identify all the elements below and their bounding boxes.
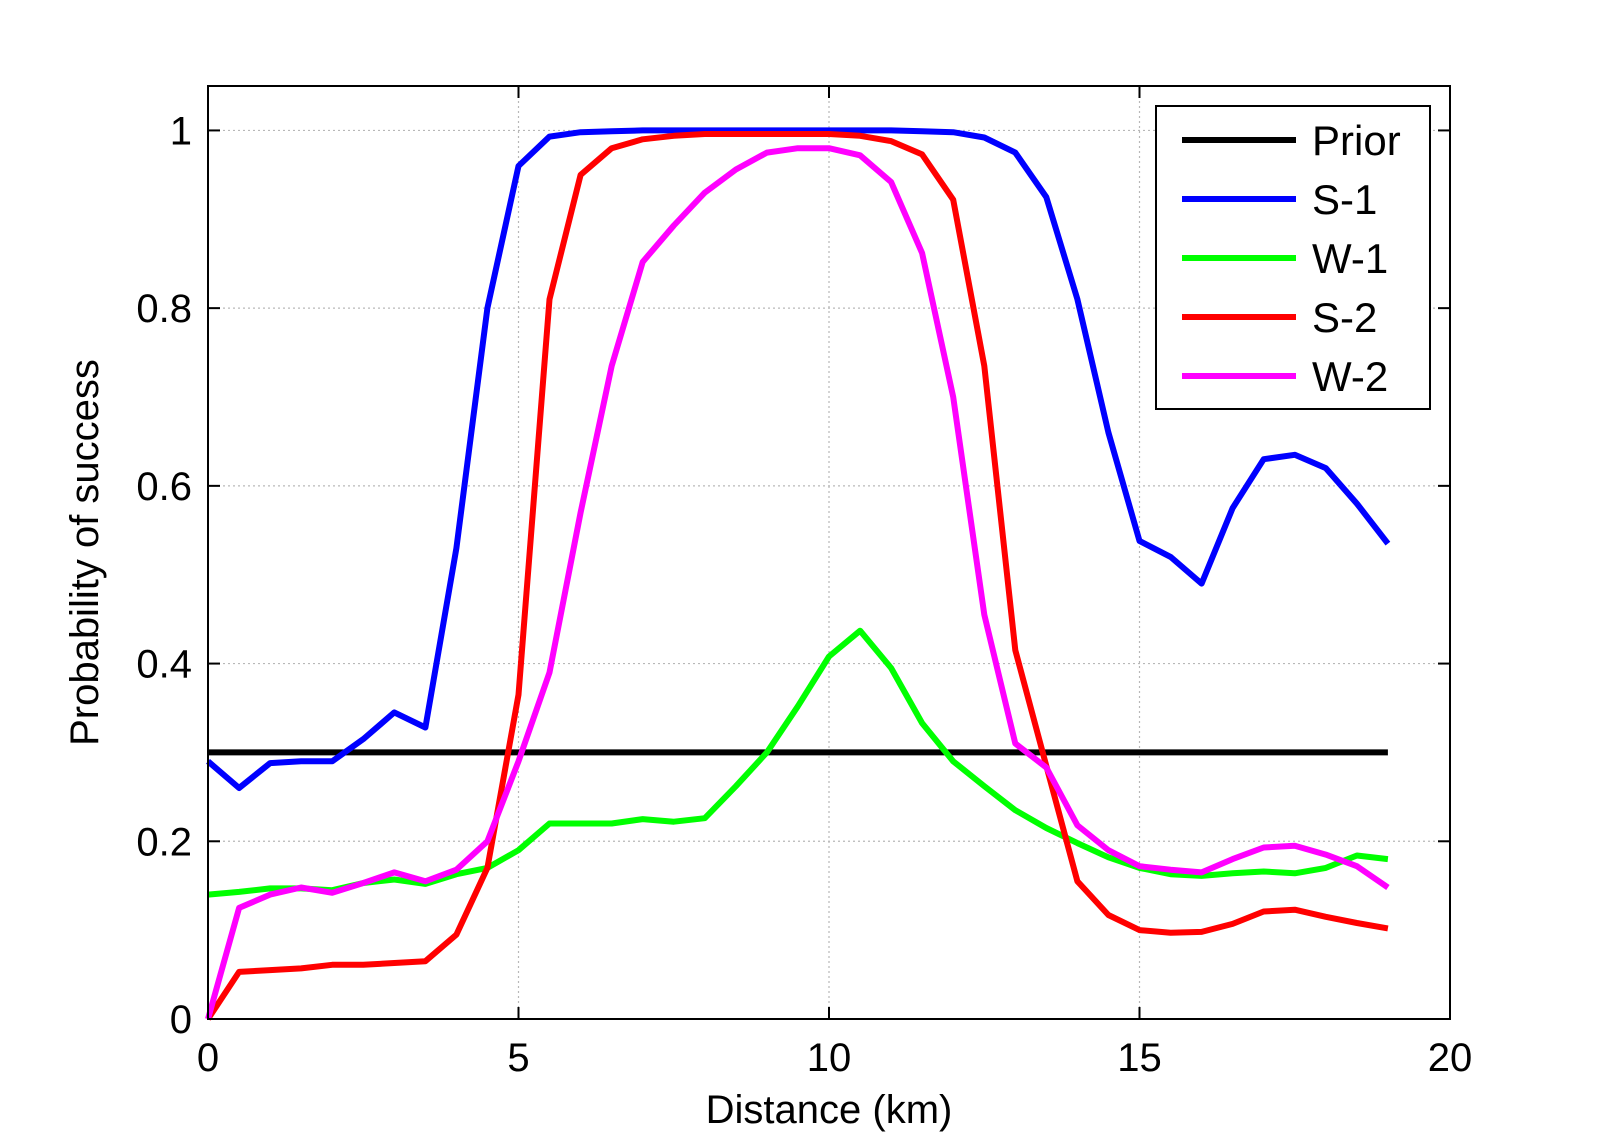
x-tick-label: 0 (197, 1036, 219, 1080)
y-tick-label: 0.8 (136, 287, 192, 331)
legend-label-w-2: W-2 (1312, 353, 1388, 400)
legend-label-s-1: S-1 (1312, 176, 1377, 223)
series-line-w-1 (207, 627, 1389, 898)
legend-label-prior: Prior (1312, 117, 1401, 164)
legend-label-w-1: W-1 (1312, 235, 1388, 282)
y-tick-label: 0.2 (136, 820, 192, 864)
x-tick-label: 10 (807, 1036, 852, 1080)
y-tick-label: 0.4 (136, 643, 192, 687)
x-tick-label: 5 (507, 1036, 529, 1080)
x-tick-label: 20 (1428, 1036, 1473, 1080)
x-tick-label: 15 (1117, 1036, 1162, 1080)
x-axis-label: Distance (km) (706, 1088, 953, 1132)
legend: Prior S-1 W-1 S-2 W-2 (1155, 105, 1431, 410)
y-tick-label: 0.6 (136, 465, 192, 509)
axis-ticks: 0 5 10 15 20 0 0.2 0.4 0.6 0.8 1 (136, 86, 1472, 1080)
series-lines (205, 127, 1391, 1021)
y-tick-label: 0 (170, 998, 192, 1042)
y-tick-label: 1 (170, 109, 192, 153)
series-line-s-2 (205, 131, 1389, 1021)
legend-label-s-2: S-2 (1312, 294, 1377, 341)
y-axis-label: Probability of success (63, 359, 107, 746)
series-line-w-2 (205, 145, 1390, 1020)
series-line-s-1 (206, 127, 1391, 791)
